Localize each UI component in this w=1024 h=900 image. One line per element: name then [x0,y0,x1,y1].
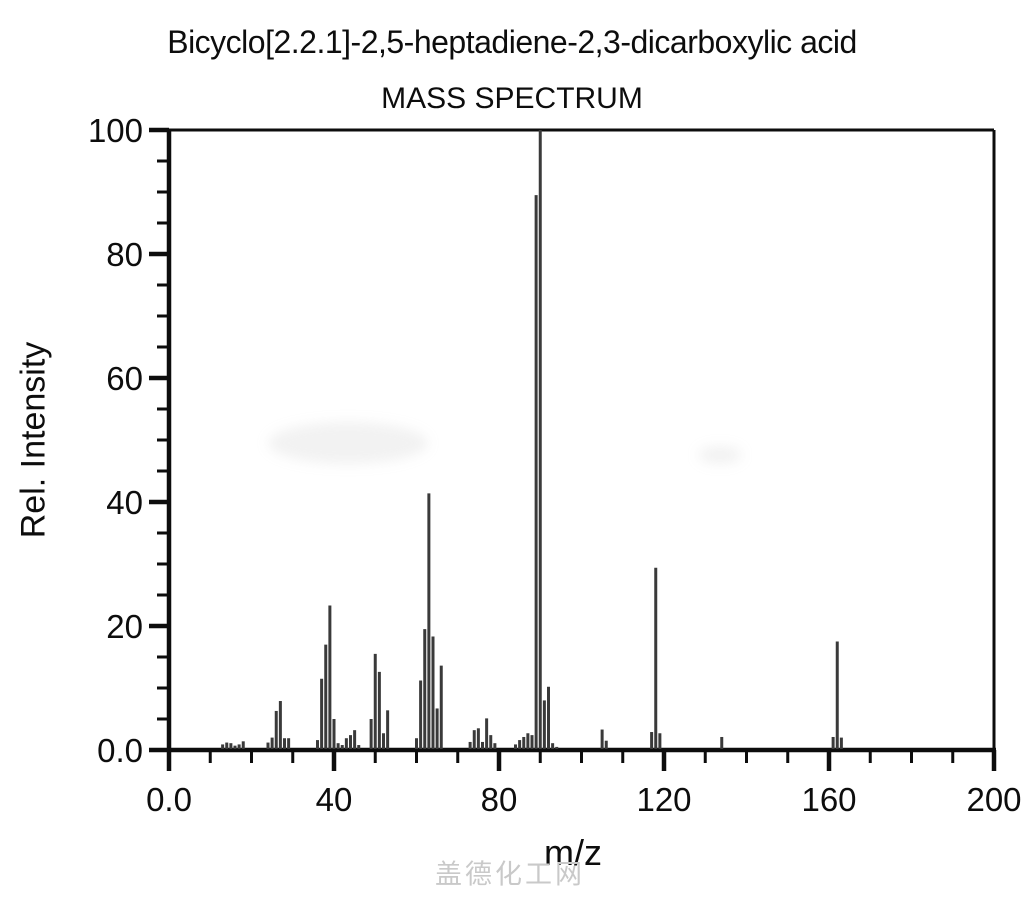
watermark-text: 盖德化工网 [435,859,585,890]
y-tick-label: 80 [106,236,143,273]
x-tick-label: 200 [966,781,1021,818]
x-tick-label: 160 [801,781,856,818]
x-tick-label: 40 [316,781,353,818]
chart-title: Bicyclo[2.2.1]-2,5-heptadiene-2,3-dicarb… [167,24,857,60]
scan-artifact-smudge [268,422,428,464]
y-tick-label: 40 [106,484,143,521]
x-tick-label: 0.0 [146,781,192,818]
x-tick-label: 80 [481,781,518,818]
scan-artifact-smudge [698,446,742,464]
y-tick-label: 60 [106,360,143,397]
y-tick-label: 20 [106,608,143,645]
y-tick-label: 100 [88,112,143,149]
x-axis-label: m/z [544,832,602,873]
y-tick-label: 0.0 [97,732,143,769]
chart-subtitle: MASS SPECTRUM [381,82,643,115]
x-tick-label: 120 [636,781,691,818]
